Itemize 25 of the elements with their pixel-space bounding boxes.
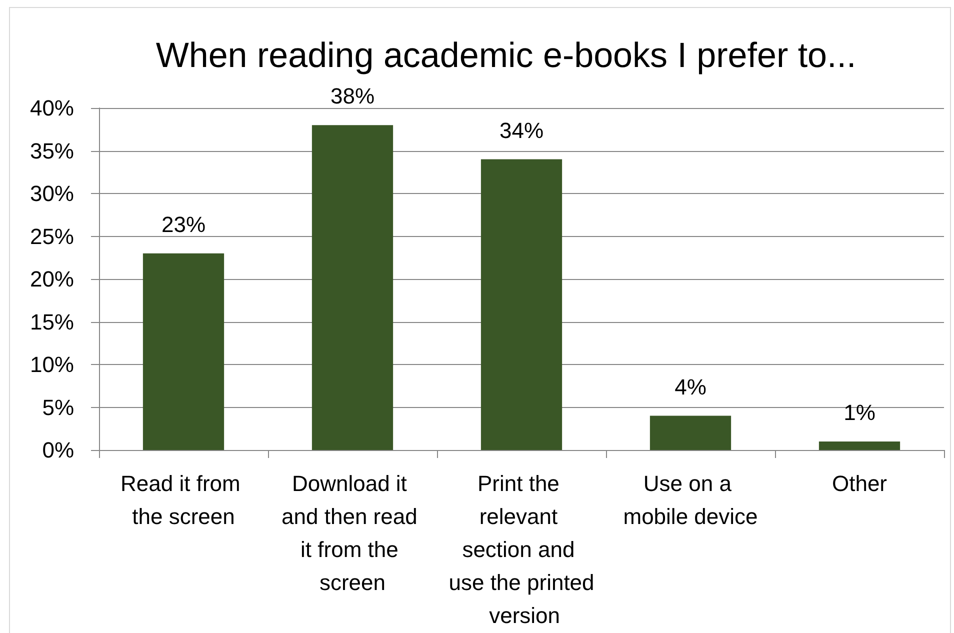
x-tick-label: Use on a mobile device [623,471,758,529]
y-tick-label: 0% [42,438,74,462]
bar [312,125,394,450]
bar [650,416,732,450]
x-tick-label: Print the relevant section and use the printed version [448,471,594,628]
bar [142,253,224,450]
x-tick-label: Download it and then read it from the screen [282,471,424,595]
x-tick-label: Read it from the screen [120,471,246,529]
chart-title: When reading academic e-books I prefer to... [156,36,856,75]
x-tick-label: Other [832,471,888,496]
y-tick-label: 5% [42,394,74,420]
y-tick-label: 30% [30,181,74,206]
data-label: 23% [161,212,206,237]
y-tick-label: 10% [30,352,74,377]
y-tick-label: 40% [30,96,74,120]
data-label: 4% [674,374,706,400]
y-tick-label: 35% [30,138,74,164]
bar [480,159,562,450]
y-tick-label: 20% [30,266,74,292]
data-label: 34% [499,118,544,143]
data-label: 38% [330,84,375,109]
y-tick-label: 25% [30,224,74,249]
y-tick-label: 15% [30,309,74,334]
bar [818,441,900,450]
data-label: 1% [844,400,876,425]
